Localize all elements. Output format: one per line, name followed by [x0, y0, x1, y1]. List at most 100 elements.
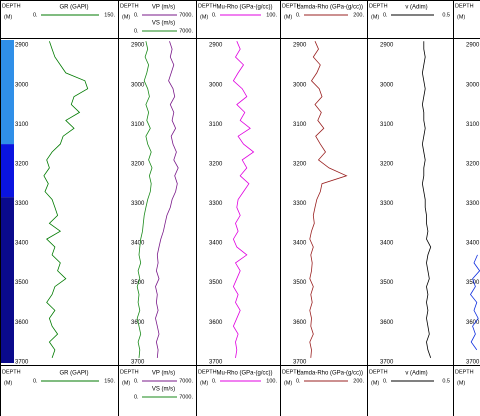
- depth-label: 3700: [209, 359, 223, 365]
- depth-label: 3100: [380, 122, 394, 128]
- depth-title: DEPTH: [282, 3, 301, 9]
- curve-name: GR (GAPI): [59, 371, 88, 377]
- depth-label: 3200: [209, 161, 223, 167]
- depth-label: 3600: [209, 320, 223, 326]
- depth-label: 3700: [380, 359, 394, 365]
- depth-label: 2900: [293, 43, 307, 49]
- depth-title: DEPTH: [369, 369, 388, 375]
- depth-title: DEPTH: [282, 369, 301, 375]
- depth-label: 3700: [466, 359, 480, 365]
- depth-unit: (M): [457, 380, 465, 386]
- depth-label: 3100: [131, 122, 145, 128]
- depth-label: 3500: [209, 280, 223, 286]
- scale-label: 0.: [33, 12, 38, 18]
- scale-label: 150.: [104, 12, 115, 18]
- depth-label: 3000: [131, 82, 145, 88]
- scale-label: 150.: [104, 378, 115, 384]
- depth-label: 3300: [15, 201, 29, 207]
- zone: [0, 40, 14, 145]
- log-curve: [136, 41, 153, 358]
- scale-label: 0.: [383, 12, 388, 18]
- curve-name: v (Adim): [405, 5, 427, 11]
- depth-label: 3400: [209, 241, 223, 247]
- depth-label: 3300: [131, 201, 145, 207]
- depth-title: DEPTH: [198, 3, 217, 9]
- curve-name: v (Adim): [405, 371, 427, 377]
- depth-label: 2900: [209, 43, 223, 49]
- scale-label: 0.: [33, 378, 38, 384]
- depth-label: 2900: [466, 43, 480, 49]
- depth-unit: (M): [122, 380, 130, 386]
- depth-unit: (M): [371, 380, 379, 386]
- scale-label: 0.: [134, 12, 139, 18]
- depth-label: 3000: [380, 82, 394, 88]
- depth-title: DEPTH: [2, 369, 21, 375]
- scale-label: 100.: [266, 378, 277, 384]
- depth-label: 2900: [380, 43, 394, 49]
- log-curve: [155, 41, 179, 358]
- depth-label: 3300: [466, 201, 480, 207]
- depth-unit: (M): [200, 380, 208, 386]
- depth-label: 3200: [466, 161, 480, 167]
- depth-unit: (M): [457, 14, 465, 20]
- log-curve: [232, 41, 255, 358]
- depth-label: 3400: [466, 241, 480, 247]
- curve-name: VP (m/s): [152, 5, 175, 11]
- depth-label: 3600: [293, 320, 307, 326]
- log-curve: [470, 254, 480, 351]
- depth-label: 3100: [209, 122, 223, 128]
- curve-name: GR (GAPI): [59, 5, 88, 11]
- depth-title: DEPTH: [455, 3, 474, 9]
- curve-name: Mu-Rho (GPa-(g/cc)): [216, 5, 272, 11]
- depth-label: 3500: [15, 280, 29, 286]
- curve-name: VS (m/s): [152, 387, 175, 393]
- scale-label: 200.: [353, 12, 364, 18]
- depth-label: 3100: [15, 122, 29, 128]
- depth-label: 3100: [466, 122, 480, 128]
- scale-label: 100.: [266, 12, 277, 18]
- curve-name: Lamda-Rho (GPa-(g/cc)): [297, 371, 363, 377]
- depth-label: 3200: [293, 161, 307, 167]
- zone: [0, 144, 14, 198]
- depth-title: DEPTH: [120, 369, 139, 375]
- depth-label: 3200: [380, 161, 394, 167]
- depth-title: DEPTH: [369, 3, 388, 9]
- depth-label: 3400: [293, 241, 307, 247]
- curve-name: Lamda-Rho (GPa-(g/cc)): [297, 5, 363, 11]
- depth-label: 3300: [209, 201, 223, 207]
- scale-label: 7000.: [179, 28, 193, 34]
- depth-label: 3600: [15, 320, 29, 326]
- scale-label: 7000.: [179, 378, 193, 384]
- curve-name: VS (m/s): [152, 21, 175, 27]
- scale-label: 0.: [134, 378, 139, 384]
- curve-name: Mu-Rho (GPa-(g/cc)): [216, 371, 272, 377]
- depth-label: 3200: [131, 161, 145, 167]
- depth-label: 3200: [15, 161, 29, 167]
- scale-label: 0.: [134, 394, 139, 400]
- depth-label: 3600: [380, 320, 394, 326]
- depth-label: 3100: [293, 122, 307, 128]
- depth-label: 3600: [466, 320, 480, 326]
- depth-label: 3300: [293, 201, 307, 207]
- depth-label: 3500: [380, 280, 394, 286]
- log-curve: [43, 41, 89, 359]
- depth-unit: (M): [371, 14, 379, 20]
- scale-label: 0.: [134, 28, 139, 34]
- depth-label: 2900: [131, 43, 145, 49]
- scale-label: 0.: [296, 378, 301, 384]
- depth-title: DEPTH: [2, 3, 21, 9]
- log-curve: [309, 41, 348, 358]
- depth-label: 3000: [466, 82, 480, 88]
- depth-unit: (M): [284, 14, 292, 20]
- depth-label: 3700: [15, 359, 29, 365]
- scale-label: 0.: [212, 378, 217, 384]
- depth-unit: (M): [4, 380, 12, 386]
- zone: [0, 197, 14, 363]
- depth-unit: (M): [200, 14, 208, 20]
- scale-label: 0.: [383, 378, 388, 384]
- scale-label: 200.: [353, 378, 364, 384]
- scale-label: 0.5: [442, 378, 450, 384]
- depth-unit: (M): [4, 14, 12, 20]
- depth-title: DEPTH: [198, 369, 217, 375]
